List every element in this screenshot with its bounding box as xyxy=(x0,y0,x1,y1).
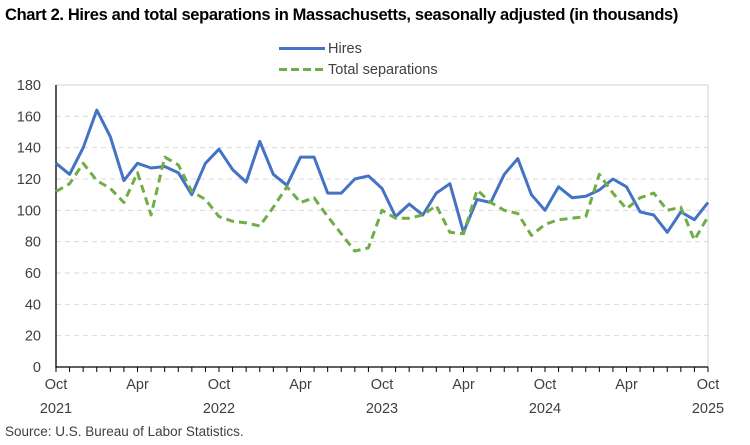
x-axis: Oct 2021 Apr Oct 2022 Apr Oct 2023 Apr Oct 2024 Apr… xyxy=(40,366,724,417)
legend-label-total-separations: Total separations xyxy=(328,61,438,78)
x-tick-year: 2024 xyxy=(529,401,561,417)
source-note: Source: U.S. Bureau of Labor Statistics. xyxy=(5,424,244,439)
y-tick-label: 100 xyxy=(17,203,41,219)
total-separations-line xyxy=(55,155,710,253)
dashed-line-swatch-icon xyxy=(279,68,325,71)
y-tick-label: 140 xyxy=(17,141,41,157)
y-tick-label: 180 xyxy=(17,78,41,94)
legend: Hires Total separations xyxy=(279,38,438,80)
gridlines xyxy=(56,84,709,367)
y-tick-label: 40 xyxy=(25,297,41,313)
x-tick-month: Oct xyxy=(697,377,720,393)
x-tick-year: 2021 xyxy=(40,401,72,417)
y-tick-label: 80 xyxy=(25,235,41,251)
x-tick-month: Apr xyxy=(452,377,475,393)
x-tick-year: 2025 xyxy=(692,401,724,417)
x-tick-year: 2023 xyxy=(366,401,398,417)
x-tick-month: Apr xyxy=(289,377,312,393)
solid-line-swatch-icon xyxy=(279,47,325,50)
legend-label-hires: Hires xyxy=(328,40,362,57)
hires-line xyxy=(55,108,710,234)
x-tick-month: Oct xyxy=(534,377,557,393)
y-tick-label: 160 xyxy=(17,109,41,125)
x-tick-year: 2022 xyxy=(203,401,235,417)
series-lines xyxy=(55,108,710,253)
y-tick-label: 20 xyxy=(25,329,41,345)
legend-item-total-separations: Total separations xyxy=(279,59,438,80)
x-tick-month: Oct xyxy=(208,377,231,393)
x-tick-month: Apr xyxy=(615,377,638,393)
y-tick-label: 60 xyxy=(25,266,41,282)
chart-title: Chart 2. Hires and total separations in … xyxy=(5,6,679,24)
y-tick-label: 0 xyxy=(33,360,41,376)
legend-item-hires: Hires xyxy=(279,38,438,59)
x-tick-month: Oct xyxy=(45,377,68,393)
x-tick-month: Oct xyxy=(371,377,394,393)
y-axis: 0 20 40 60 80 100 120 140 160 180 xyxy=(17,78,57,376)
y-tick-label: 120 xyxy=(17,172,41,188)
x-tick-month: Apr xyxy=(126,377,149,393)
